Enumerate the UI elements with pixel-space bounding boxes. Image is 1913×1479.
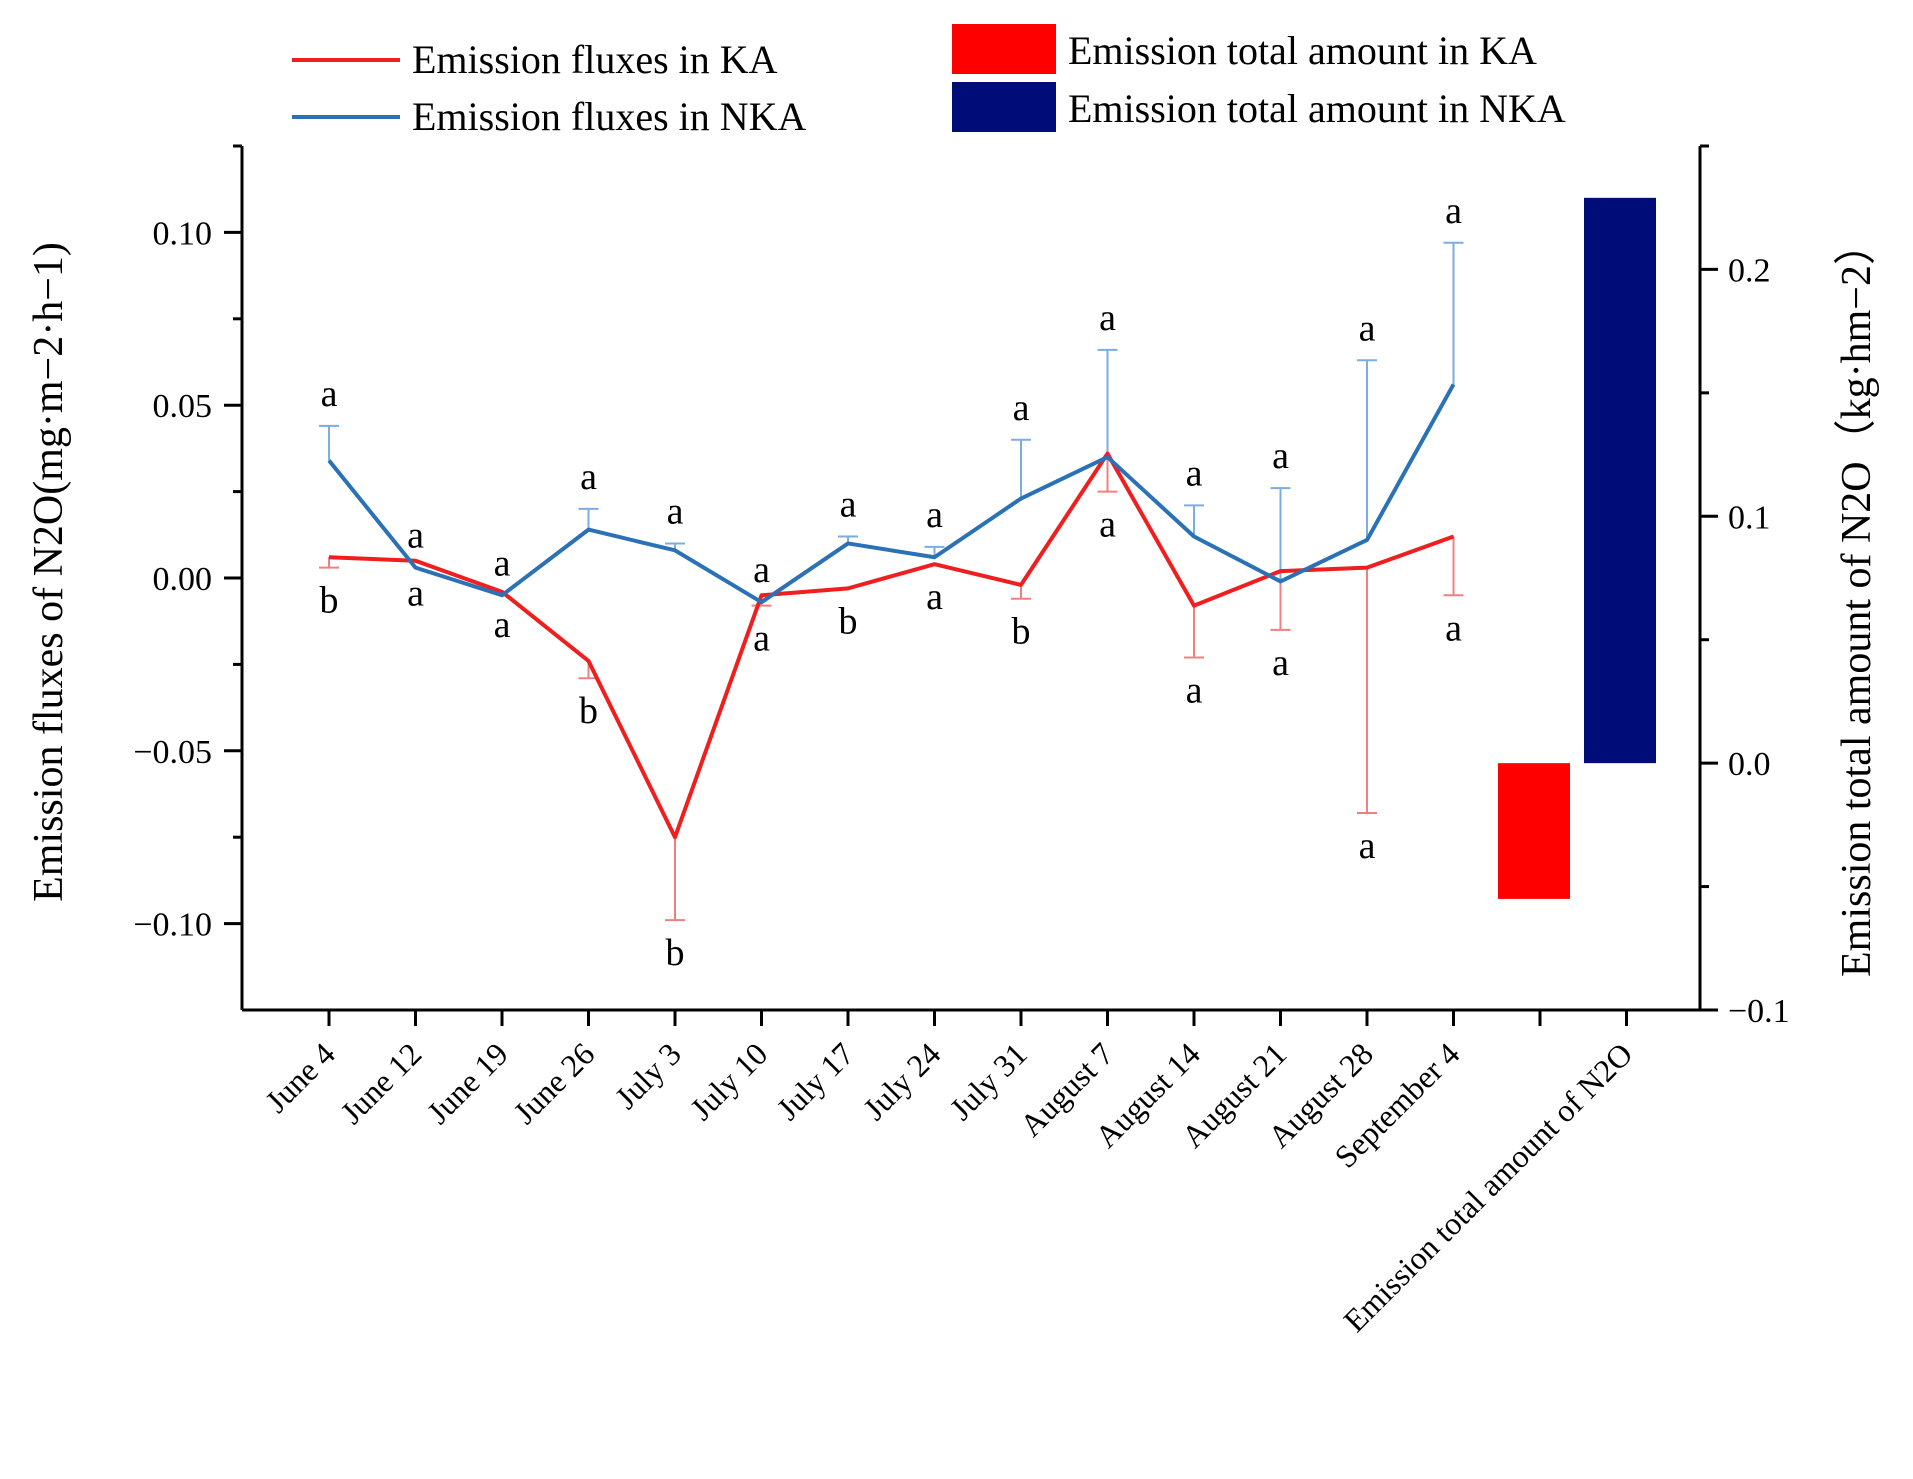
sig-label-nka: a [1186,452,1203,494]
total-bar-ka [1498,763,1570,899]
sig-label-ka: a [753,618,770,660]
x-tick-label: July 3 [608,1035,688,1115]
sig-label-nka: a [580,456,597,498]
sig-label-ka: a [1272,642,1289,684]
sig-label-nka: a [1445,190,1462,232]
sig-label-nka: a [321,373,338,415]
sig-label-ka: b [320,580,339,622]
sig-label-ka: b [666,932,685,974]
right-tick-label: −0.1 [1728,993,1790,1030]
legend-label-ka-bar: Emission total amount in KA [1068,28,1537,73]
left-tick-label: 0.10 [153,215,213,252]
sig-label-nka: a [1099,297,1116,339]
right-axis-title: Emission total amount of N2O（kg·hm−2） [1834,223,1880,977]
left-tick-label: −0.10 [133,907,212,944]
x-tick-label: June 19 [420,1035,515,1130]
right-tick-label: 0.0 [1728,746,1771,783]
legend-label-ka-line: Emission fluxes in KA [412,37,778,82]
left-axis-title: Emission fluxes of N2O(mg·m−2·h−1) [26,242,72,902]
sig-label-ka: b [1012,611,1031,653]
series-line-ka [328,451,1455,840]
legend-swatch-ka-bar [952,24,1056,74]
x-tick-label: July 17 [769,1035,860,1126]
sig-label-ka: a [1186,669,1203,711]
right-tick-label: 0.2 [1728,252,1771,289]
x-tick-label: July 24 [856,1035,947,1126]
sig-label-ka: a [407,573,424,615]
legend-label-nka-line: Emission fluxes in NKA [412,94,807,139]
sig-label-nka: a [494,542,511,584]
legend-label-nka-bar: Emission total amount in NKA [1068,86,1566,131]
sig-label-nka: a [1013,387,1030,429]
sig-label-ka: a [1359,825,1376,867]
sig-label-ka: b [839,600,858,642]
sig-label-nka: a [840,484,857,526]
sig-label-nka: a [1359,307,1376,349]
left-tick-label: 0.00 [153,561,213,598]
total-bar-nka [1584,197,1656,764]
legend: Emission fluxes in KA Emission fluxes in… [292,24,1566,139]
x-tick-label: June 12 [333,1035,428,1130]
error-bars [319,241,1464,922]
x-tick-label: July 10 [683,1035,774,1126]
sig-label-ka: b [579,690,598,732]
series-line-nka [327,383,1456,605]
right-axis: −0.1 0.0 0.1 0.2 [1700,144,1790,1030]
left-tick-label: 0.05 [153,388,213,425]
left-axis: −0.10 −0.05 0.00 0.05 0.10 [133,144,242,944]
sig-label-nka: a [407,515,424,557]
left-tick-label: −0.05 [133,734,212,771]
sig-label-ka: a [926,576,943,618]
sig-label-nka: a [926,494,943,536]
sig-label-ka: a [1445,607,1462,649]
sig-label-nka: a [667,490,684,532]
sig-label-nka: a [1272,435,1289,477]
x-tick-label: June 26 [506,1035,601,1130]
series-lines [327,383,1456,840]
x-tick-label-total: Emission total amount of N2O [1336,1035,1639,1338]
total-amount-bars [1498,197,1656,899]
legend-swatch-nka-bar [952,82,1056,132]
sig-label-ka: a [1099,504,1116,546]
sig-label-nka: a [753,549,770,591]
right-tick-label: 0.1 [1728,499,1771,536]
x-tick-label: June 4 [258,1035,342,1119]
sig-label-ka: a [494,604,511,646]
